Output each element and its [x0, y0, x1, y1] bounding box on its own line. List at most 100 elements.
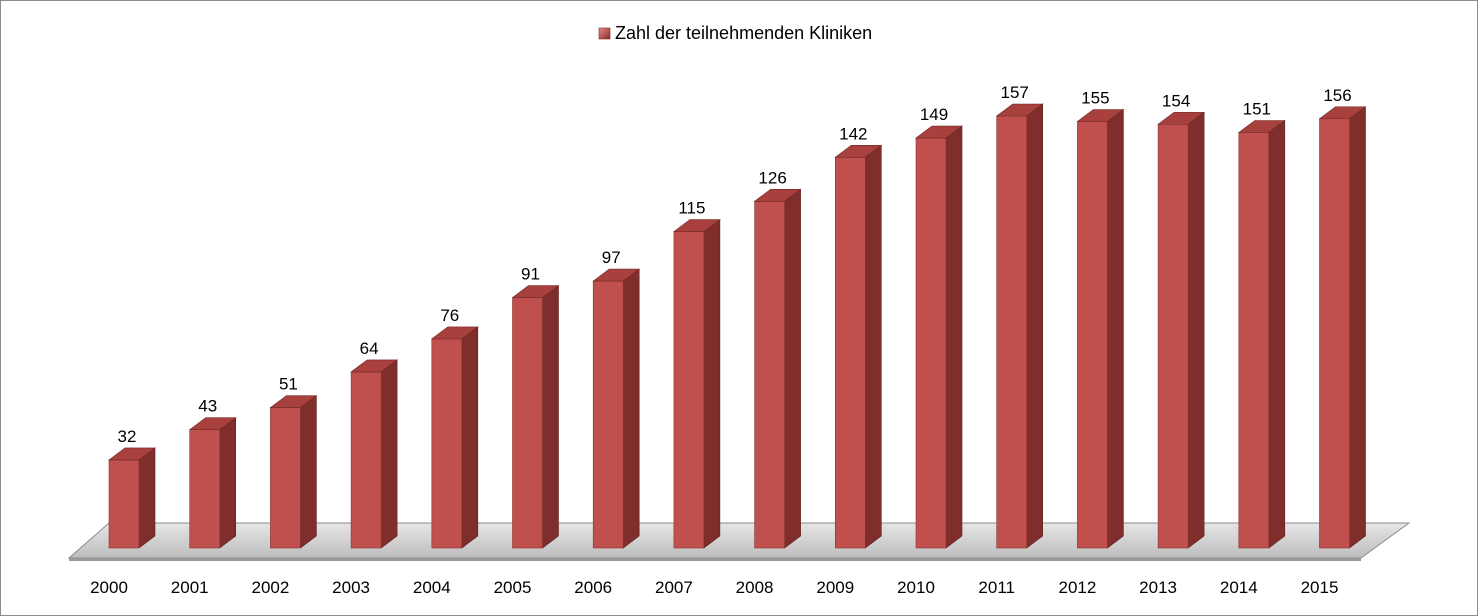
bar-top	[995, 103, 1044, 117]
data-labels-group: 32 43 51 64 76 91 97 115 126 142 149 157 155 154 151 15…	[118, 83, 1352, 446]
bar-top	[430, 326, 479, 340]
bar-side	[1349, 106, 1366, 549]
bar-top	[511, 285, 560, 298]
bar-front	[270, 407, 301, 549]
bar-top	[592, 268, 641, 282]
bar-side	[1026, 103, 1043, 549]
x-tick-label: 2012	[1058, 578, 1096, 597]
bar-top	[1237, 120, 1286, 133]
x-tick-label: 2009	[816, 578, 854, 597]
x-tick-label: 2003	[332, 578, 370, 597]
x-tick-label: 2000	[90, 578, 128, 597]
bar-side	[703, 218, 721, 549]
data-label: 157	[1001, 83, 1029, 102]
bar-2012	[1076, 108, 1125, 549]
bar-front	[754, 200, 785, 549]
data-label: 155	[1081, 89, 1109, 108]
bar-side	[300, 395, 317, 549]
bar-2002	[269, 395, 318, 549]
x-tick-label: 2005	[494, 578, 532, 597]
category-labels-group: 2000 2001 2002 2003 2004 2005 2006 2007 2008 2009…	[90, 578, 1338, 597]
x-tick-label: 2013	[1139, 578, 1177, 597]
floor-edge	[69, 558, 1361, 561]
x-tick-label: 2007	[655, 578, 693, 597]
bar-side	[461, 326, 479, 549]
x-tick-label: 2006	[574, 578, 612, 597]
bar-front	[915, 137, 947, 549]
x-tick-label: 2001	[171, 578, 209, 597]
data-label: 51	[279, 375, 298, 394]
x-tick-label: 2008	[736, 578, 774, 597]
bar-2007	[673, 218, 721, 549]
bar-front	[108, 459, 140, 549]
bar-front	[1319, 118, 1350, 549]
bar-side	[864, 144, 882, 549]
legend: Zahl der teilnehmenden Kliniken	[598, 23, 872, 43]
bar-2003	[350, 359, 399, 549]
bar-top	[350, 359, 399, 373]
bar-top	[834, 144, 883, 158]
bar-side	[219, 417, 236, 549]
bar-2009	[834, 144, 883, 549]
x-tick-label: 2011	[978, 578, 1015, 597]
data-label: 156	[1323, 86, 1351, 105]
x-tick-label: 2010	[897, 578, 935, 597]
data-label: 43	[198, 397, 217, 416]
bar-side	[138, 447, 156, 549]
x-tick-label: 2015	[1301, 578, 1339, 597]
bar-2000	[108, 447, 156, 549]
bar-side	[1107, 108, 1124, 549]
bar-front	[512, 297, 543, 549]
bar-top	[1318, 106, 1367, 120]
bar-side	[622, 268, 640, 549]
data-label: 97	[602, 248, 621, 267]
bar-front	[592, 280, 624, 549]
bar-2006	[592, 268, 641, 549]
chart-floor	[67, 522, 1411, 561]
x-tick-label: 2004	[413, 578, 451, 597]
bar-2010	[915, 125, 963, 549]
bar-top	[108, 447, 156, 461]
bar-front	[1238, 132, 1270, 549]
bar-front	[189, 429, 220, 549]
data-label: 151	[1243, 100, 1271, 119]
bar-2014	[1237, 119, 1286, 549]
bar-front	[431, 338, 463, 549]
legend-label: Zahl der teilnehmenden Kliniken	[615, 23, 872, 43]
bar-2011	[995, 103, 1044, 549]
bar-side	[784, 188, 801, 549]
bar-side	[380, 359, 398, 549]
bar-front	[673, 231, 705, 549]
data-label: 115	[678, 199, 705, 218]
bar-2008	[753, 188, 802, 549]
bar-side	[945, 125, 963, 549]
bars-group	[108, 103, 1367, 549]
bar-2015	[1318, 106, 1367, 549]
bar-top	[915, 125, 963, 139]
data-label: 64	[360, 339, 379, 358]
bar-front	[1157, 123, 1189, 549]
bar-top	[753, 188, 802, 202]
bar-top	[1157, 111, 1205, 125]
bar-side	[1187, 111, 1205, 549]
bar-side	[542, 285, 559, 549]
bar-top	[269, 395, 318, 408]
bar-2004	[430, 326, 479, 549]
bar-front	[834, 156, 866, 549]
data-label: 76	[440, 306, 459, 325]
data-label: 154	[1162, 91, 1190, 110]
bar-2013	[1157, 111, 1205, 549]
bar-side	[1268, 119, 1286, 549]
data-label: 149	[920, 105, 948, 124]
legend-swatch	[598, 27, 611, 40]
bar-top	[1076, 109, 1125, 122]
data-label: 32	[118, 427, 137, 446]
data-label: 126	[758, 168, 786, 187]
bar-top	[188, 417, 237, 430]
bar-front	[996, 115, 1028, 549]
bar-2001	[188, 417, 237, 549]
data-label: 91	[521, 265, 540, 284]
bar-front	[350, 371, 382, 549]
